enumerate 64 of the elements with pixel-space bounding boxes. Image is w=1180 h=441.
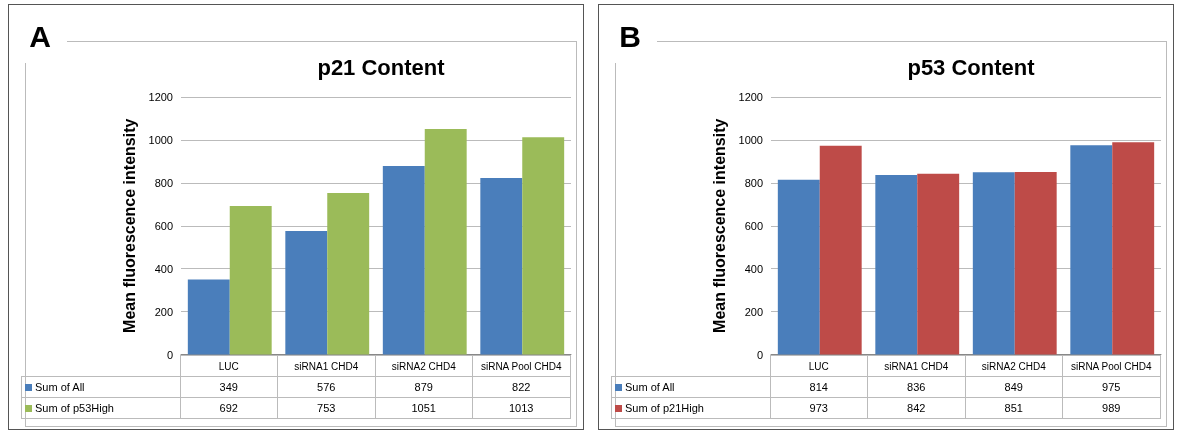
bar xyxy=(917,173,960,355)
data-label: 849 xyxy=(965,376,1063,398)
y-tick-label: 400 xyxy=(154,262,173,275)
y-tick-label: 0 xyxy=(166,348,173,361)
data-label: 753 xyxy=(277,397,375,419)
bar xyxy=(285,230,328,355)
chart-title: p21 Content xyxy=(317,54,446,80)
y-tick-label: 1000 xyxy=(148,133,173,146)
y-tick-label: 800 xyxy=(154,176,173,189)
bar xyxy=(819,145,862,355)
bar xyxy=(480,178,523,355)
data-label: 1013 xyxy=(472,397,570,419)
data-label: 836 xyxy=(867,376,965,398)
data-label: 822 xyxy=(472,376,570,398)
y-axis-title: Mean fluorescence intensity xyxy=(121,118,139,333)
legend-label: Sum of All xyxy=(611,376,770,398)
bar xyxy=(424,128,467,355)
y-tick-label: 800 xyxy=(744,176,763,189)
data-label: 879 xyxy=(375,376,473,398)
chart-title: p53 Content xyxy=(907,54,1036,80)
x-tick-label: LUC xyxy=(770,355,868,377)
legend-label: Sum of All xyxy=(21,376,180,398)
bar xyxy=(1070,145,1113,355)
x-tick-label: LUC xyxy=(180,355,278,377)
data-label: 576 xyxy=(277,376,375,398)
bar xyxy=(522,137,565,355)
y-tick-label: 1200 xyxy=(738,91,763,103)
x-tick-label: siRNA2 CHD4 xyxy=(375,355,473,377)
x-tick-label: siRNA2 CHD4 xyxy=(965,355,1063,377)
y-tick-label: 600 xyxy=(744,219,763,232)
data-label: 692 xyxy=(180,397,278,419)
legend-label: Sum of p53High xyxy=(21,397,180,419)
data-label: 842 xyxy=(867,397,965,419)
bar xyxy=(972,172,1015,355)
y-tick-label: 400 xyxy=(744,262,763,275)
data-label: 814 xyxy=(770,376,868,398)
y-axis-title: Mean fluorescence intensity xyxy=(711,118,729,333)
bar xyxy=(382,165,425,355)
bar xyxy=(1112,142,1155,355)
text: A xyxy=(13,11,67,63)
y-tick-label: 1200 xyxy=(148,91,173,103)
data-label: 989 xyxy=(1062,397,1160,419)
x-tick-label: siRNA1 CHD4 xyxy=(867,355,965,377)
bar xyxy=(875,175,918,355)
x-tick-label: siRNA Pool CHD4 xyxy=(1062,355,1160,377)
data-label: 1051 xyxy=(375,397,473,419)
y-tick-label: 200 xyxy=(154,305,173,318)
y-tick-label: 1000 xyxy=(738,133,763,146)
data-label: 349 xyxy=(180,376,278,398)
y-tick-label: 0 xyxy=(756,348,763,361)
bar xyxy=(327,192,370,355)
bar xyxy=(777,179,820,355)
data-label: 851 xyxy=(965,397,1063,419)
y-tick-label: 200 xyxy=(744,305,763,318)
bar xyxy=(229,206,272,355)
data-label: 975 xyxy=(1062,376,1160,398)
legend-label: Sum of p21High xyxy=(611,397,770,419)
y-tick-label: 600 xyxy=(154,219,173,232)
text: B xyxy=(603,11,657,63)
data-label: 973 xyxy=(770,397,868,419)
x-tick-label: siRNA Pool CHD4 xyxy=(472,355,570,377)
bar xyxy=(1014,171,1057,355)
x-tick-label: siRNA1 CHD4 xyxy=(277,355,375,377)
bar xyxy=(187,279,230,355)
